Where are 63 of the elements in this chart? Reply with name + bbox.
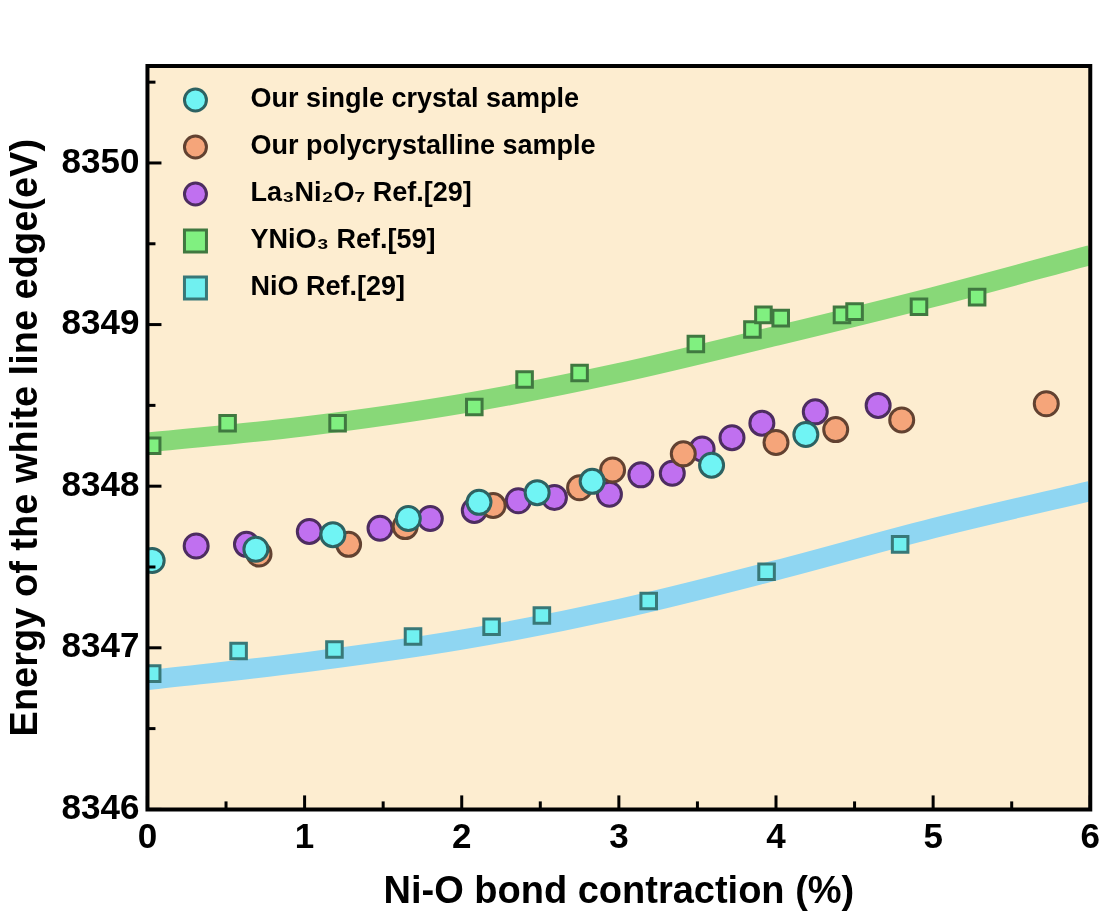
point (578, 467, 606, 495)
point (845, 302, 864, 321)
x-axis-title: Ni-O bond contraction (%) (383, 868, 855, 911)
point (748, 409, 776, 437)
legend-label: NiO Ref.[29] (250, 271, 405, 302)
y-tick-label: 8350 (61, 140, 140, 180)
point (864, 391, 892, 419)
x-tick-label: 5 (923, 816, 943, 856)
point (482, 617, 501, 637)
legend-label: Our polycrystalline sample (250, 130, 596, 161)
x-tick-label: 6 (1080, 816, 1100, 856)
point (658, 459, 686, 487)
point (229, 641, 248, 661)
point (325, 640, 344, 659)
point (754, 305, 773, 325)
point (909, 297, 929, 317)
point (718, 424, 746, 452)
y-tick-label: 8348 (61, 463, 140, 503)
point (801, 398, 829, 426)
y-tick-label: 8347 (61, 625, 140, 665)
x-tick-label: 2 (452, 816, 472, 856)
point (523, 479, 551, 507)
point (403, 627, 423, 646)
point (242, 535, 270, 563)
point (465, 397, 484, 417)
point (465, 488, 493, 516)
point (532, 606, 552, 625)
point (639, 591, 658, 611)
point (328, 413, 347, 433)
point (570, 363, 589, 383)
x-tick-label: 4 (766, 816, 787, 856)
point (515, 370, 534, 389)
point (366, 514, 394, 542)
point (319, 521, 347, 549)
point (757, 562, 776, 582)
point (295, 517, 323, 545)
y-tick-label: 8346 (61, 787, 140, 827)
point (762, 429, 790, 457)
point (394, 505, 422, 532)
point (822, 416, 850, 444)
point (792, 420, 820, 448)
x-tick-label: 0 (137, 816, 158, 856)
point (967, 287, 987, 307)
y-tick-label: 8349 (61, 302, 140, 342)
point (743, 320, 762, 339)
point (686, 334, 706, 354)
point (888, 406, 916, 434)
x-tick-label: 3 (609, 816, 629, 856)
point (698, 451, 726, 479)
point (599, 456, 627, 484)
point (416, 505, 444, 532)
point (1032, 390, 1060, 418)
point (771, 308, 790, 328)
y-axis-title: Energy of the white line edge(eV) (3, 138, 46, 737)
point (182, 532, 210, 560)
point (627, 461, 655, 489)
point (669, 440, 697, 468)
point (890, 535, 910, 554)
legend-label: La₃Ni₂O₇ Ref.[29] (250, 177, 472, 208)
legend-label: YNiO₃ Ref.[59] (250, 224, 436, 255)
legend-label: Our single crystal sample (250, 83, 580, 114)
point (218, 413, 237, 433)
x-tick-label: 1 (294, 816, 315, 856)
